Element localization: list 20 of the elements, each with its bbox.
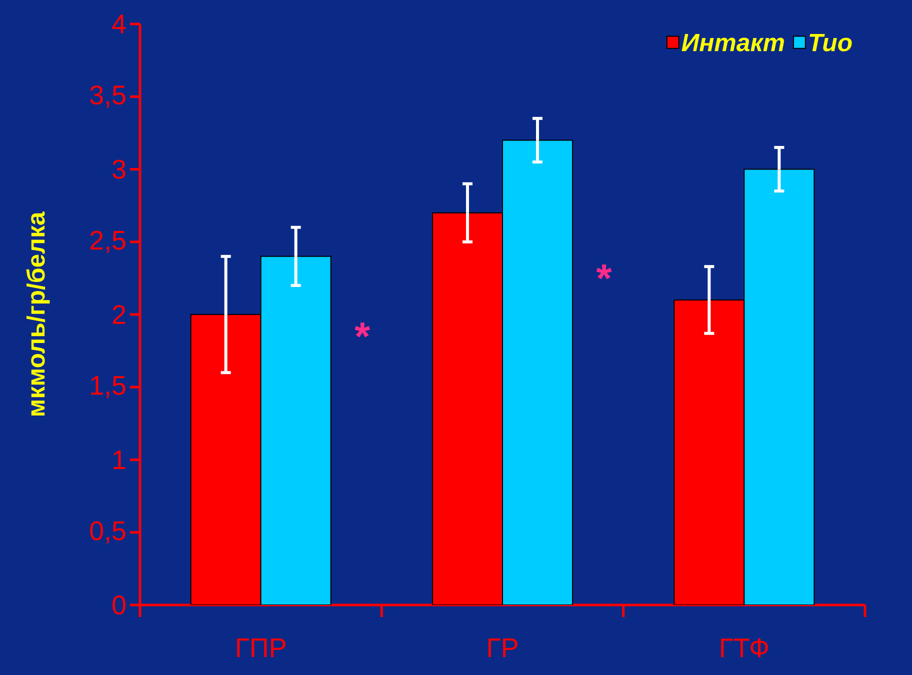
x-tick-label: ГР [488,638,518,658]
y-tick-label: 1 [114,450,126,469]
y-tick-label: 0 [112,595,126,615]
bar [502,140,574,605]
y-tick-label: 3,5 [90,86,126,108]
legend-label: Тио [810,34,852,52]
x-tick-label: ГПР [237,638,286,658]
bar [260,256,332,605]
y-tick-label: 0,5 [90,521,126,544]
y-tick-label: 2 [112,305,126,324]
legend-label: Интакт [682,34,784,52]
y-axis-title: мкмоль/гр/белка [26,212,50,416]
y-tick-label: 1,5 [91,376,126,398]
y-tick-label: 3 [112,160,126,179]
y-tick-label: 2,5 [90,230,126,253]
y-tick-label: 4 [112,14,126,34]
x-tick-label: ГТФ [721,638,768,658]
annotation: * [596,264,612,280]
annotation: * [354,322,370,338]
bar [744,168,815,605]
